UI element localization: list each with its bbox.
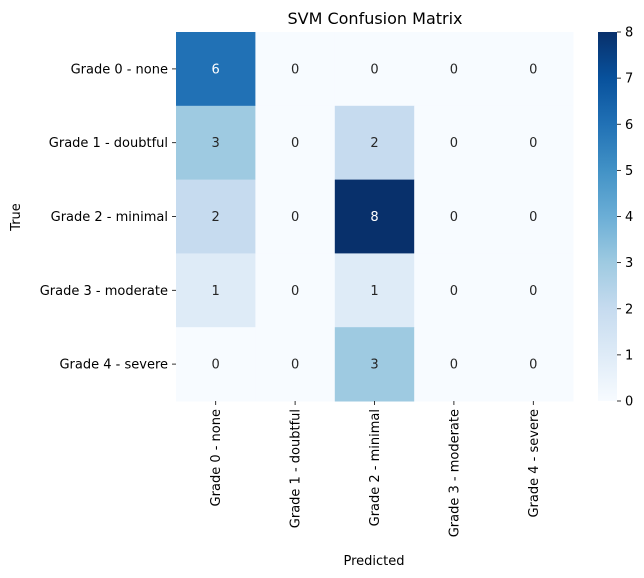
heatmap-cell-r4-c1 [255,327,336,402]
x-tick-label: Grade 3 - moderate [447,409,462,537]
heatmap-cell-r4-c0 [176,327,256,402]
x-tick-label: Grade 0 - none [209,409,224,506]
heatmap-cell-r0-c1 [255,32,336,107]
cell-value-label: 0 [291,284,299,299]
heatmap-cell-r4-c4 [493,327,574,402]
heatmap-cell-r3-c0 [176,253,256,328]
cell-value-label: 0 [450,210,458,225]
cell-value-label: 2 [370,136,378,151]
cell-value-label: 0 [450,284,458,299]
colorbar: 0 1 2 3 4 5 6 7 8 [598,26,633,410]
cell-value-label: 0 [450,358,458,373]
cell-value-label: 0 [529,62,537,77]
heatmap-cell-r4-c3 [414,327,495,402]
cell-value-label: 0 [291,136,299,151]
heatmap-cell-r0-c4 [493,32,574,107]
cell-value-label: 6 [212,62,220,77]
x-axis-label: Predicted [343,554,404,569]
y-tick-label: Grade 0 - none [71,62,168,77]
x-axis-ticks: Grade 0 - none Grade 1 - doubtful Grade 2 … [209,401,542,537]
heatmap-cell-r0-c3 [414,32,495,107]
heatmap-cell-r0-c0 [176,32,256,107]
heatmap-cell-r2-c1 [255,179,336,254]
y-axis-label: True [9,203,24,232]
heatmap-cell-r2-c0 [176,179,256,254]
x-tick-label: Grade 2 - minimal [368,409,383,526]
cell-value-label: 8 [370,210,378,225]
y-axis-ticks: Grade 0 - none Grade 1 - doubtful Grade 2 … [40,62,176,373]
heatmap-cell-r2-c4 [493,179,574,254]
cell-value-label: 1 [370,284,378,299]
cell-value-label: 0 [291,210,299,225]
colorbar-tick-label: 5 [625,164,633,179]
heatmap-cell-r3-c1 [255,253,336,328]
heatmap-cell-r3-c3 [414,253,495,328]
cell-value-label: 0 [450,136,458,151]
cell-value-label: 2 [212,210,220,225]
heatmap-cell-r3-c4 [493,253,574,328]
heatmap-cell-labels: 6 0 0 0 0 3 0 2 0 0 2 0 8 0 0 1 0 1 0 0 0 0 3 0 0 [212,62,538,372]
cell-value-label: 0 [529,210,537,225]
colorbar-tick-label: 7 [625,72,633,87]
cell-value-label: 3 [212,136,220,151]
y-tick-label: Grade 1 - doubtful [49,136,168,151]
colorbar-gradient [598,32,617,401]
cell-value-label: 0 [291,62,299,77]
cell-value-label: 0 [529,358,537,373]
cell-value-label: 1 [212,284,220,299]
x-tick-label: Grade 1 - doubtful [289,409,304,528]
cell-value-label: 0 [450,62,458,77]
heatmap-cell-r2-c2 [334,179,415,254]
colorbar-tick-label: 6 [625,118,633,133]
colorbar-tick-label: 1 [625,348,633,363]
colorbar-tick-label: 0 [625,395,633,410]
y-tick-label: Grade 2 - minimal [51,210,168,225]
heatmap-cell-r4-c2 [334,327,415,402]
heatmap-cell-r0-c2 [334,32,415,107]
colorbar-tick-label: 3 [625,256,633,271]
heatmap-cell-r3-c2 [334,253,415,328]
heatmap-cells [176,32,574,402]
cell-value-label: 0 [529,284,537,299]
colorbar-tick-label: 8 [625,26,633,41]
chart-title: SVM Confusion Matrix [287,9,462,28]
heatmap-cell-r1-c4 [493,105,574,181]
heatmap-cell-r1-c0 [176,105,256,181]
colorbar-tick-label: 2 [625,302,633,317]
cell-value-label: 0 [370,62,378,77]
heatmap-cell-r1-c3 [414,105,495,181]
y-tick-label: Grade 4 - severe [59,358,168,373]
heatmap-cell-r1-c1 [255,105,336,181]
colorbar-tick-label: 4 [625,210,633,225]
cell-value-label: 3 [370,358,378,373]
y-tick-label: Grade 3 - moderate [40,284,168,299]
heatmap-cell-r1-c2 [334,105,415,181]
cell-value-label: 0 [291,358,299,373]
x-tick-label: Grade 4 - severe [527,409,542,518]
cell-value-label: 0 [529,136,537,151]
cell-value-label: 0 [212,358,220,373]
heatmap-cell-r2-c3 [414,179,495,254]
